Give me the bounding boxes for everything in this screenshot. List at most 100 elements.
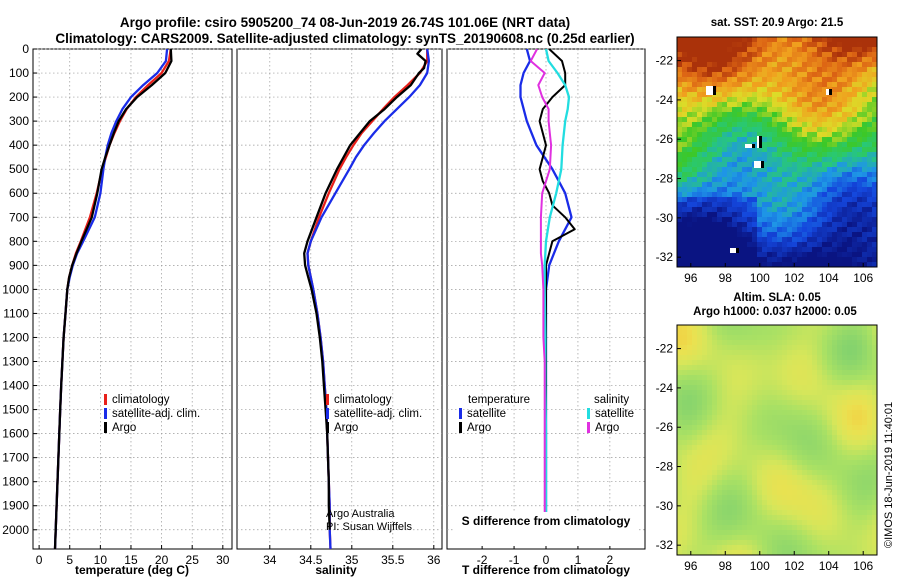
- sst-cell: [802, 252, 808, 258]
- sla-cell: [727, 500, 733, 506]
- sst-cell: [727, 42, 733, 48]
- sla-cell: [777, 450, 783, 456]
- sst-cell: [692, 72, 698, 78]
- sla-cell: [837, 335, 843, 341]
- sst-cell: [737, 232, 743, 238]
- sla-cell: [732, 550, 738, 556]
- sst-cell: [822, 257, 828, 263]
- sst-cell: [722, 52, 728, 58]
- sla-cell: [807, 375, 813, 381]
- sst-cell: [862, 167, 868, 173]
- sla-cell: [697, 460, 703, 466]
- sla-cell: [697, 490, 703, 496]
- sal-legend-climatology-label: climatology: [334, 394, 392, 406]
- imos-watermark: ©IMOS 18-Jun-2019 11:40:01: [883, 402, 895, 548]
- sst-cell: [797, 247, 803, 253]
- sst-cell: [797, 257, 803, 263]
- sla-cell: [677, 460, 683, 466]
- sla-cell: [677, 440, 683, 446]
- sst-cell: [702, 92, 708, 98]
- sst-cell: [732, 62, 738, 68]
- sla-cell: [812, 385, 818, 391]
- sla-cell: [782, 395, 788, 401]
- sla-cell: [822, 420, 828, 426]
- sst-cell: [872, 117, 878, 123]
- sst-cell: [757, 187, 763, 193]
- sla-cell: [702, 345, 708, 351]
- sla-cell: [692, 435, 698, 441]
- sla-cell: [777, 365, 783, 371]
- sla-cell: [757, 410, 763, 416]
- sst-cell: [752, 102, 758, 108]
- sst-cell: [767, 237, 773, 243]
- sst-cell: [777, 107, 783, 113]
- sla-cell: [702, 455, 708, 461]
- sla-cell: [867, 540, 873, 546]
- sla-cell: [747, 455, 753, 461]
- sla-cell: [697, 505, 703, 511]
- sla-cell: [867, 515, 873, 521]
- sst-cell: [792, 222, 798, 228]
- sst-cell: [707, 117, 713, 123]
- sst-cell: [847, 212, 853, 218]
- sst-cell: [787, 77, 793, 83]
- cloud-gap-edge: [829, 89, 832, 95]
- sla-cell: [872, 375, 878, 381]
- sla-cell: [677, 340, 683, 346]
- sst-cell: [782, 242, 788, 248]
- sst-cell: [837, 117, 843, 123]
- sla-cell: [822, 490, 828, 496]
- sst-cell: [697, 142, 703, 148]
- sla-cell: [692, 330, 698, 336]
- sla-cell: [767, 355, 773, 361]
- sst-cell: [872, 102, 878, 108]
- sla-cell: [797, 400, 803, 406]
- sst-cell: [757, 97, 763, 103]
- sla-cell: [712, 435, 718, 441]
- sst-cell: [852, 52, 858, 58]
- sst-cell: [717, 97, 723, 103]
- sla-cell: [862, 435, 868, 441]
- sst-cell: [857, 97, 863, 103]
- sst-cell: [797, 152, 803, 158]
- sst-cell: [722, 172, 728, 178]
- sst-cell: [792, 152, 798, 158]
- sst-cell: [792, 107, 798, 113]
- sla-cell: [702, 390, 708, 396]
- sla-cell: [797, 410, 803, 416]
- sla-cell: [832, 405, 838, 411]
- sla-cell: [682, 485, 688, 491]
- sst-cell: [862, 157, 868, 163]
- sst-cell: [682, 222, 688, 228]
- sla-cell: [707, 455, 713, 461]
- sla-cell: [787, 505, 793, 511]
- sla-cell: [842, 490, 848, 496]
- sla-cell: [797, 450, 803, 456]
- sst-cell: [697, 227, 703, 233]
- sla-cell: [777, 415, 783, 421]
- sst-cell: [702, 157, 708, 163]
- sst-cell: [817, 177, 823, 183]
- sla-cell: [847, 360, 853, 366]
- sla-cell: [872, 430, 878, 436]
- sst-cell: [782, 112, 788, 118]
- sst-cell: [802, 167, 808, 173]
- sst-cell: [747, 207, 753, 213]
- sla-cell: [757, 430, 763, 436]
- sla-cell: [682, 510, 688, 516]
- sla-cell: [847, 415, 853, 421]
- sst-cell: [807, 142, 813, 148]
- sst-cell: [722, 182, 728, 188]
- sla-cell: [767, 400, 773, 406]
- sst-cell: [787, 207, 793, 213]
- sla-cell: [692, 515, 698, 521]
- map-y-tick-label: -26: [656, 132, 674, 146]
- sla-cell: [682, 465, 688, 471]
- sla-cell: [707, 330, 713, 336]
- sla-cell: [817, 380, 823, 386]
- sla-cell: [757, 370, 763, 376]
- sst-cell: [757, 132, 763, 138]
- sla-cell: [782, 330, 788, 336]
- sst-cell: [692, 37, 698, 43]
- sst-cell: [687, 92, 693, 98]
